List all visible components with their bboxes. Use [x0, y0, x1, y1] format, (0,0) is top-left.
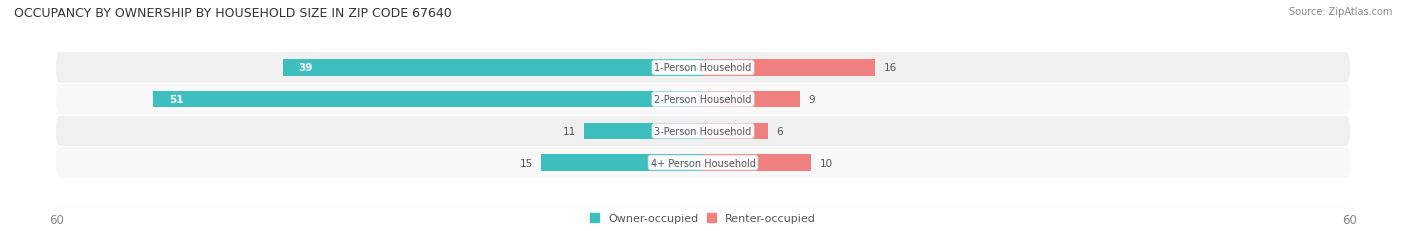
Bar — [153, 91, 703, 108]
Text: 6: 6 — [776, 126, 783, 136]
Text: 4+ Person Household: 4+ Person Household — [651, 158, 755, 168]
Bar — [541, 155, 703, 171]
Text: 15: 15 — [519, 158, 533, 168]
Text: Source: ZipAtlas.com: Source: ZipAtlas.com — [1288, 7, 1392, 17]
Text: 16: 16 — [884, 63, 897, 73]
FancyBboxPatch shape — [56, 148, 1350, 178]
Text: 10: 10 — [820, 158, 832, 168]
Bar — [703, 155, 811, 171]
Text: 39: 39 — [298, 63, 314, 73]
Text: OCCUPANCY BY OWNERSHIP BY HOUSEHOLD SIZE IN ZIP CODE 67640: OCCUPANCY BY OWNERSHIP BY HOUSEHOLD SIZE… — [14, 7, 451, 20]
Legend: Owner-occupied, Renter-occupied: Owner-occupied, Renter-occupied — [591, 213, 815, 223]
Bar — [585, 123, 703, 140]
Bar — [703, 91, 800, 108]
Text: 2-Person Household: 2-Person Household — [654, 95, 752, 105]
FancyBboxPatch shape — [56, 116, 1350, 146]
Text: 1-Person Household: 1-Person Household — [654, 63, 752, 73]
Text: 9: 9 — [808, 95, 815, 105]
FancyBboxPatch shape — [56, 53, 1350, 83]
FancyBboxPatch shape — [56, 85, 1350, 115]
Text: 3-Person Household: 3-Person Household — [654, 126, 752, 136]
Bar — [703, 60, 876, 76]
Text: 51: 51 — [170, 95, 184, 105]
Bar — [283, 60, 703, 76]
Bar — [703, 123, 768, 140]
Text: 11: 11 — [562, 126, 576, 136]
